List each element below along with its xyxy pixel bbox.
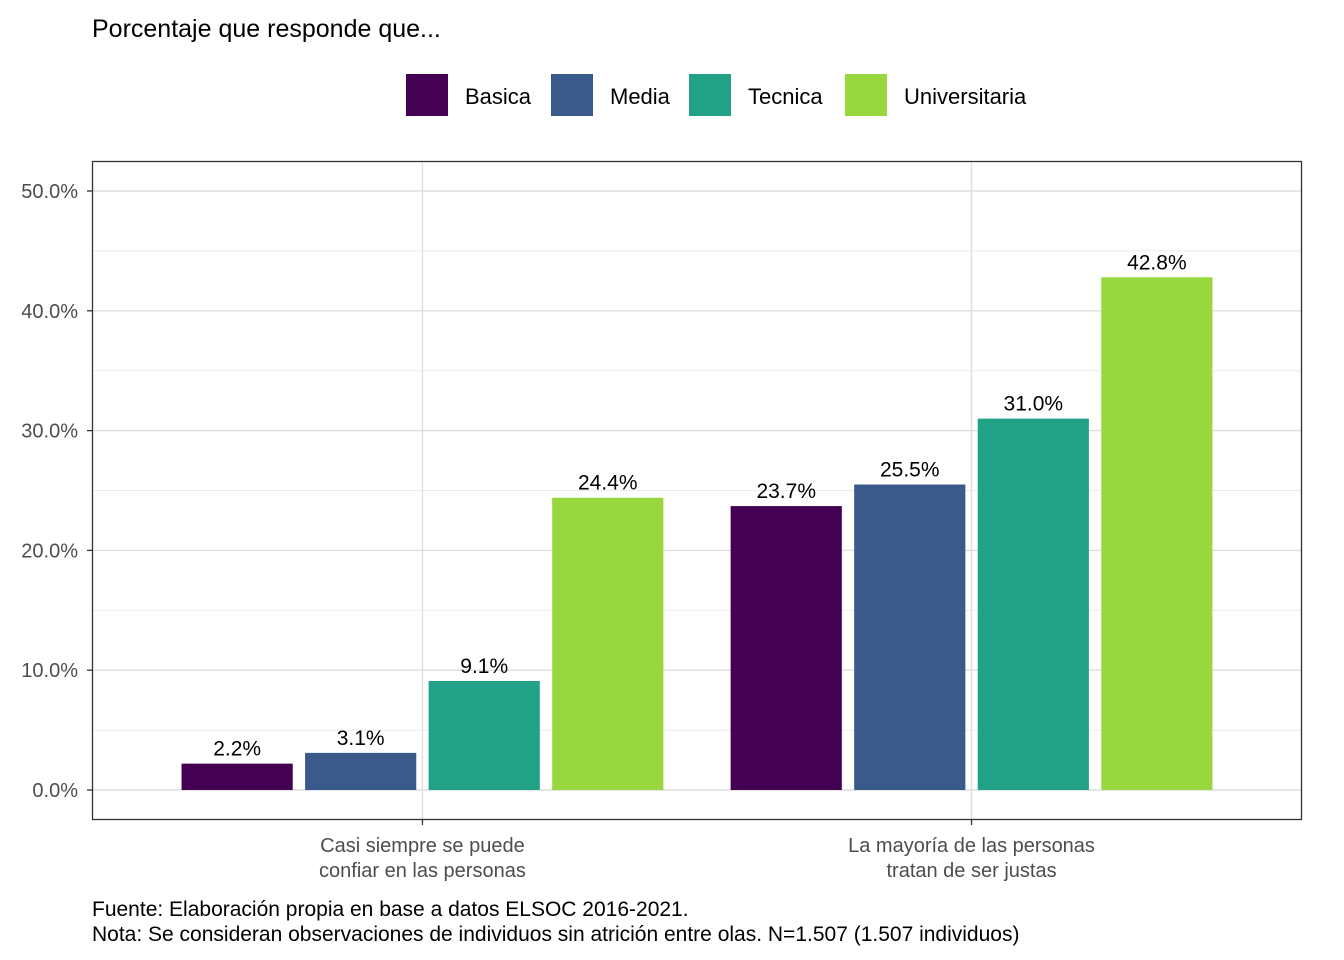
x-tick-label: Casi siempre se puede [320,835,525,857]
bar-label: 2.2% [213,738,261,761]
bar-label: 42.8% [1127,251,1187,274]
bar-label: 31.0% [1004,393,1064,416]
legend-label: Tecnica [748,84,823,109]
legend-label: Media [610,84,671,109]
legend-key [689,74,731,116]
bar-label: 23.7% [756,480,816,503]
bar-label: 25.5% [880,459,940,482]
bar [181,763,293,790]
bar [854,484,966,790]
chart-title: Porcentaje que responde que... [92,15,441,43]
bar-label: 3.1% [337,727,385,750]
bar [552,497,664,790]
bar [977,418,1089,790]
bar [305,752,417,790]
y-tick-label: 0.0% [32,780,78,802]
bar-label: 9.1% [460,655,508,678]
y-tick-label: 40.0% [21,301,78,323]
caption-source: Fuente: Elaboración propia en base a dat… [92,898,689,921]
panel-border [91,160,1303,821]
legend-label: Basica [465,84,532,109]
y-tick-label: 20.0% [21,540,78,562]
legend-label: Universitaria [904,84,1027,109]
y-axis: 0.0% 10.0% 20.0% 30.0% 40.0% 50.0% [21,181,93,802]
x-tick-label: tratan de ser justas [886,860,1056,882]
legend-key [551,74,593,116]
y-tick-label: 10.0% [21,660,78,682]
bars [181,277,1213,791]
gridlines [93,162,1301,819]
bar [730,506,842,790]
legend-key [406,74,448,116]
x-tick-label: confiar en las personas [319,860,526,882]
x-tick-label: La mayoría de las personas [848,835,1095,857]
x-axis: Casi siempre se puede confiar en las pers… [319,819,1095,882]
bar-labels: 2.2% 3.1% 9.1% 24.4% 23.7% 25.5% 31.0% 42.8% [213,251,1186,760]
y-tick-label: 50.0% [21,181,78,203]
caption-note: Nota: Se consideran observaciones de ind… [92,923,1019,946]
bar-label: 24.4% [578,472,638,495]
bar [1101,277,1213,791]
bar [428,680,540,790]
y-tick-label: 30.0% [21,421,78,443]
legend-key [845,74,887,116]
legend: Basica Media Tecnica Universitaria [406,74,1027,116]
